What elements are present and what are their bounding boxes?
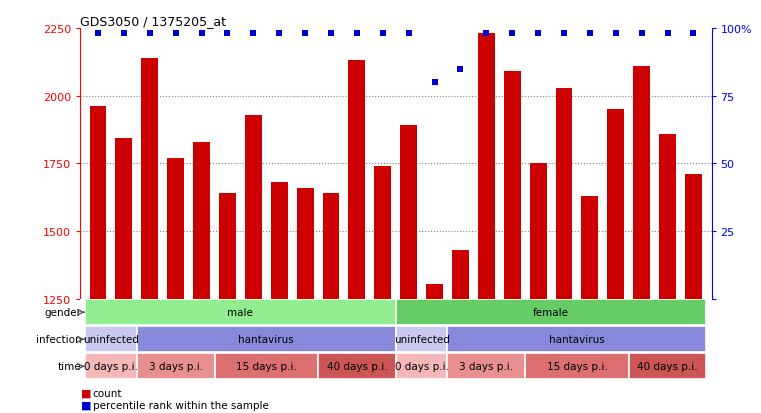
Bar: [396, 299, 706, 325]
Point: [247, 31, 260, 38]
Point: [558, 31, 570, 38]
Point: [428, 80, 441, 86]
Text: female: female: [533, 307, 569, 318]
Bar: [90, 107, 107, 299]
Point: [325, 31, 337, 38]
Text: 0 days p.i.: 0 days p.i.: [395, 361, 448, 371]
Bar: [426, 284, 443, 299]
Text: count: count: [93, 388, 123, 398]
Bar: [629, 354, 706, 380]
Bar: [685, 175, 702, 299]
Text: ■: ■: [81, 400, 92, 410]
Point: [299, 31, 311, 38]
Point: [532, 31, 544, 38]
Point: [403, 31, 415, 38]
Point: [92, 31, 104, 38]
Point: [506, 31, 518, 38]
Text: 3 days p.i.: 3 days p.i.: [148, 361, 202, 371]
Text: uninfected: uninfected: [83, 335, 139, 344]
Text: infection: infection: [36, 335, 81, 344]
Point: [170, 31, 182, 38]
Text: percentile rank within the sample: percentile rank within the sample: [93, 400, 269, 410]
Text: male: male: [228, 307, 253, 318]
Bar: [137, 354, 215, 380]
Bar: [452, 250, 469, 299]
Bar: [85, 354, 137, 380]
Text: time: time: [58, 361, 81, 371]
Bar: [400, 126, 417, 299]
Text: 40 days p.i.: 40 days p.i.: [326, 361, 387, 371]
Bar: [297, 188, 314, 299]
Bar: [447, 354, 525, 380]
Bar: [374, 166, 391, 299]
Point: [118, 31, 130, 38]
Bar: [142, 59, 158, 299]
Text: ■: ■: [81, 388, 92, 398]
Point: [635, 31, 648, 38]
Text: 3 days p.i.: 3 days p.i.: [459, 361, 514, 371]
Bar: [447, 327, 706, 352]
Point: [144, 31, 156, 38]
Text: GDS3050 / 1375205_at: GDS3050 / 1375205_at: [80, 15, 226, 28]
Text: uninfected: uninfected: [393, 335, 450, 344]
Bar: [396, 327, 447, 352]
Bar: [219, 194, 236, 299]
Point: [221, 31, 234, 38]
Text: 40 days p.i.: 40 days p.i.: [637, 361, 698, 371]
Point: [480, 31, 492, 38]
Bar: [215, 354, 318, 380]
Text: gender: gender: [44, 307, 81, 318]
Text: hantavirus: hantavirus: [238, 335, 295, 344]
Bar: [581, 196, 598, 299]
Text: hantavirus: hantavirus: [549, 335, 605, 344]
Bar: [525, 354, 629, 380]
Bar: [193, 142, 210, 299]
Point: [351, 31, 363, 38]
Text: 15 days p.i.: 15 days p.i.: [236, 361, 297, 371]
Point: [610, 31, 622, 38]
Bar: [318, 354, 396, 380]
Point: [454, 66, 466, 73]
Bar: [245, 115, 262, 299]
Point: [687, 31, 699, 38]
Bar: [556, 88, 572, 299]
Bar: [85, 327, 137, 352]
Bar: [323, 194, 339, 299]
Bar: [504, 72, 521, 299]
Bar: [478, 34, 495, 299]
Bar: [607, 110, 624, 299]
Bar: [137, 327, 396, 352]
Bar: [349, 61, 365, 299]
Bar: [167, 159, 184, 299]
Point: [377, 31, 389, 38]
Text: 15 days p.i.: 15 days p.i.: [546, 361, 607, 371]
Bar: [85, 299, 396, 325]
Point: [196, 31, 208, 38]
Bar: [396, 354, 447, 380]
Bar: [659, 134, 676, 299]
Bar: [271, 183, 288, 299]
Point: [273, 31, 285, 38]
Point: [584, 31, 596, 38]
Point: [661, 31, 673, 38]
Text: 0 days p.i.: 0 days p.i.: [84, 361, 138, 371]
Bar: [633, 67, 650, 299]
Bar: [530, 164, 546, 299]
Bar: [116, 138, 132, 299]
